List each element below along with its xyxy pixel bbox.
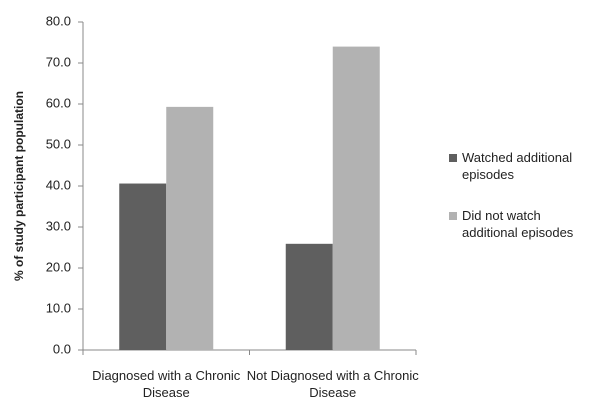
bar xyxy=(332,46,380,350)
y-tick-label: 20.0 xyxy=(46,259,71,274)
bar xyxy=(166,106,214,351)
legend-label: Did not watch additional episodes xyxy=(462,208,574,240)
bar xyxy=(119,183,167,350)
y-tick-label: 70.0 xyxy=(46,54,71,69)
x-tick-label: Not Diagnosed with a Chronic Disease xyxy=(246,368,419,400)
y-tick-label: 50.0 xyxy=(46,136,71,151)
y-tick-label: 10.0 xyxy=(46,300,71,315)
y-tick-label: 0.0 xyxy=(53,341,71,356)
legend-swatch xyxy=(449,154,457,162)
legend-swatch xyxy=(449,212,457,220)
legend-label: Watched additional episodes xyxy=(462,150,573,182)
bar xyxy=(285,243,333,350)
y-tick-label: 60.0 xyxy=(46,95,71,110)
y-tick-label: 40.0 xyxy=(46,177,71,192)
y-tick-label: 80.0 xyxy=(46,13,71,28)
y-tick-label: 30.0 xyxy=(46,218,71,233)
x-tick-label: Diagnosed with a Chronic Disease xyxy=(92,368,241,400)
y-axis-label: % of study participant population xyxy=(12,91,26,281)
